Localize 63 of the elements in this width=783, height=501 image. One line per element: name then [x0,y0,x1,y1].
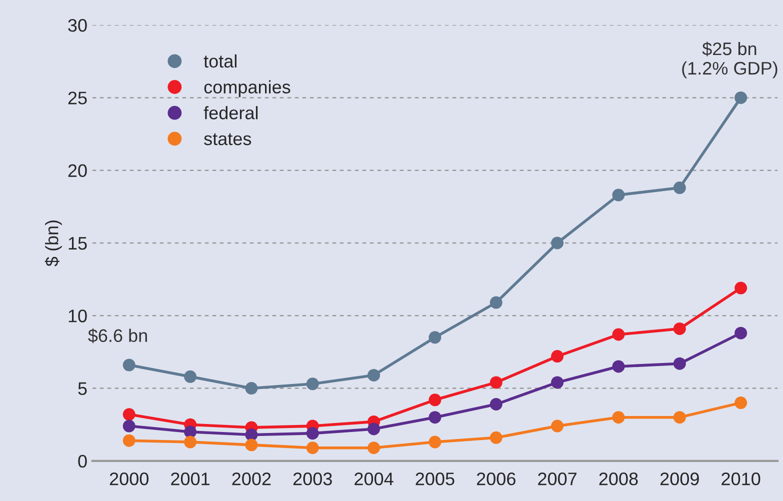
point [428,411,442,424]
point [428,394,442,406]
annotation: $25 bn (1.2% GDP) [682,42,778,78]
y-tick-label: 0 [78,454,87,468]
point [368,368,380,382]
y-tick-label: 25 [68,92,87,104]
point [245,382,258,395]
point [428,331,442,344]
x-tick-label: 2009 [660,472,699,486]
point [551,236,564,250]
point [673,411,686,424]
point [551,350,564,363]
point [612,360,625,373]
point [734,396,748,410]
point [673,182,686,194]
point [612,328,625,341]
point [490,376,502,389]
legend-label: states [204,133,252,146]
legend-label: total [204,54,236,68]
x-tick-label: 2000 [110,472,148,486]
x-tick-label: 2008 [599,472,638,486]
point [122,420,136,432]
point [306,427,319,440]
point [734,326,748,340]
y-tick-label: 10 [68,310,87,322]
y-tick-label: 20 [68,164,87,178]
x-tick-label: 2003 [293,472,332,486]
point [428,436,442,448]
point [490,398,502,411]
point [551,420,564,432]
x-tick-label: 2010 [722,472,760,486]
x-tick-label: 2004 [354,472,394,486]
annotation: $6.6 bn [88,328,147,344]
point [490,296,502,309]
point [551,376,564,389]
point [306,442,319,454]
point [673,322,686,335]
point [612,188,625,202]
point [245,438,258,452]
y-tick-label: 5 [78,382,87,395]
point [122,434,136,447]
point [490,431,502,444]
x-tick-label: 2005 [416,472,454,486]
x-tick-label: 2007 [538,472,576,486]
legend-label: federal [204,106,258,120]
point [673,357,686,370]
x-tick-label: 2001 [171,472,210,486]
x-tick-label: 2006 [476,472,516,486]
point [612,411,625,424]
point [368,442,380,454]
legend-label: companies [204,80,290,98]
y-axis-title: $ (bn) [44,220,62,266]
point [306,378,319,390]
x-tick-label: 2002 [232,472,271,486]
y-tick-label: 30 [68,18,87,32]
point [184,436,197,448]
point [184,370,197,383]
y-tick-label: 15 [68,237,87,250]
point [122,408,136,421]
point [368,422,380,436]
point [122,358,136,372]
point [734,282,748,294]
point [734,91,748,104]
